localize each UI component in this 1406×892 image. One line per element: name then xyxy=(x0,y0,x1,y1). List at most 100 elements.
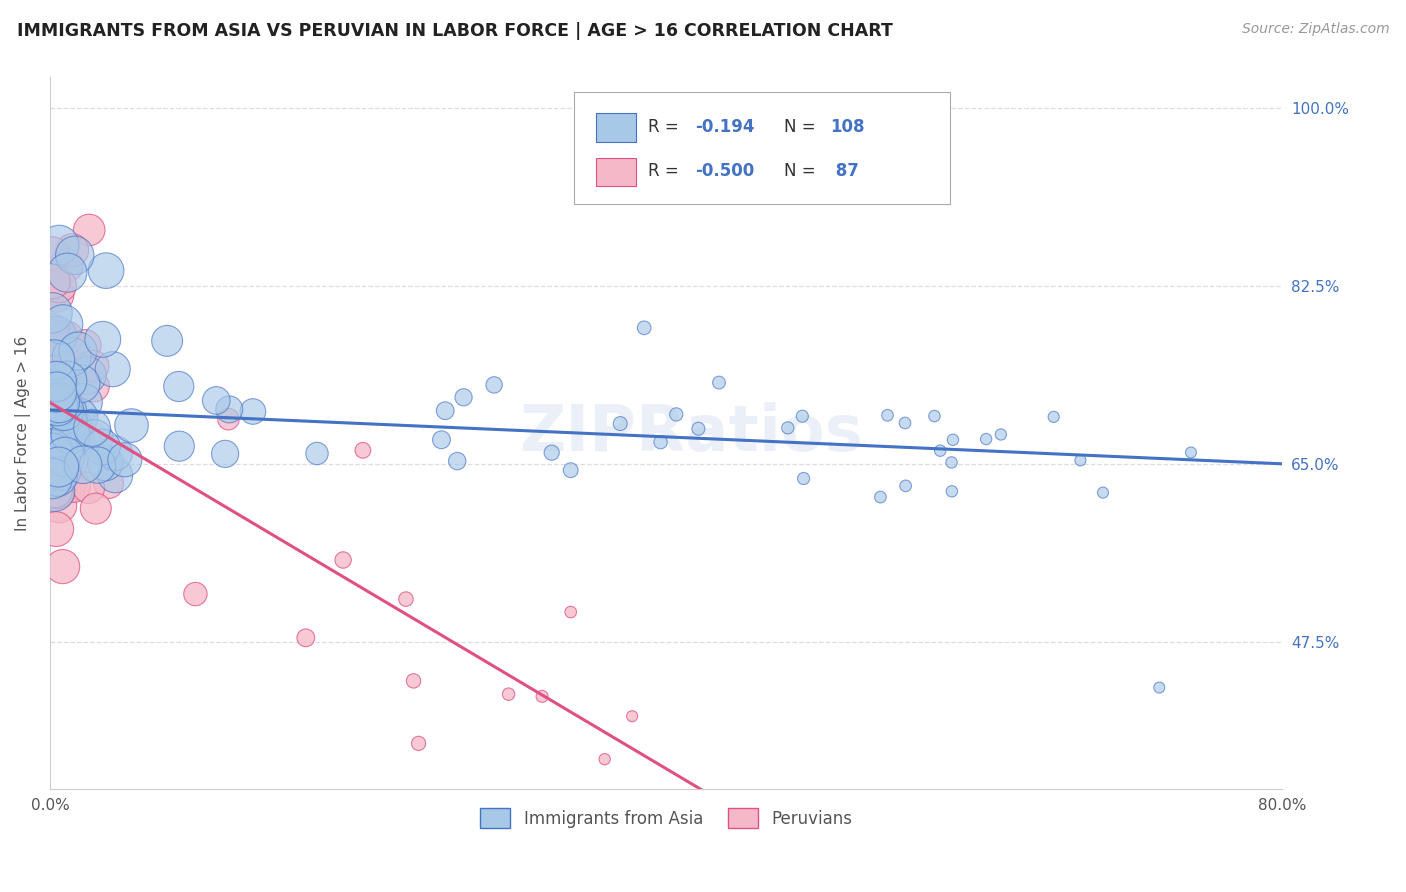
Text: N =: N = xyxy=(783,118,820,136)
Point xyxy=(45,439,67,453)
Point xyxy=(41,467,63,481)
Point xyxy=(97,476,120,491)
Point xyxy=(42,390,65,404)
Point xyxy=(70,376,93,391)
Point xyxy=(59,409,82,423)
Point xyxy=(894,479,917,493)
Point xyxy=(48,499,70,513)
Point xyxy=(688,422,710,436)
Point xyxy=(41,274,63,288)
Point xyxy=(59,427,82,442)
Point xyxy=(41,350,63,364)
Point xyxy=(305,446,328,460)
Point xyxy=(924,409,946,423)
Point xyxy=(42,393,65,408)
Point xyxy=(48,441,70,455)
Point xyxy=(52,389,75,403)
Point xyxy=(990,427,1012,442)
Point xyxy=(48,469,70,483)
Point xyxy=(540,445,562,459)
Point xyxy=(48,396,70,410)
Point xyxy=(1069,453,1091,467)
Point xyxy=(53,404,76,418)
Point xyxy=(56,374,79,388)
Point xyxy=(44,387,66,401)
Point xyxy=(952,850,974,864)
Point xyxy=(48,399,70,413)
Point xyxy=(60,386,83,401)
Legend: Immigrants from Asia, Peruvians: Immigrants from Asia, Peruvians xyxy=(474,802,859,834)
Point xyxy=(94,456,117,470)
Point xyxy=(1149,681,1171,695)
Point xyxy=(41,456,63,470)
Point xyxy=(408,736,430,750)
Point xyxy=(45,375,67,389)
Point xyxy=(52,408,75,422)
Point xyxy=(169,439,191,453)
Point xyxy=(46,352,69,367)
Point xyxy=(42,425,65,440)
Point xyxy=(58,423,80,437)
Point xyxy=(41,471,63,485)
Point xyxy=(60,454,83,468)
Point xyxy=(48,238,70,252)
Point xyxy=(56,435,79,450)
Point xyxy=(869,860,891,874)
Point xyxy=(52,318,75,332)
Point xyxy=(44,351,66,365)
Point xyxy=(63,415,86,429)
Point xyxy=(217,412,239,426)
Point xyxy=(58,478,80,492)
Point xyxy=(41,446,63,460)
Text: -0.194: -0.194 xyxy=(695,118,754,136)
Point xyxy=(776,421,799,435)
Point xyxy=(75,338,97,352)
Point xyxy=(184,587,207,601)
Point xyxy=(48,460,70,475)
Point xyxy=(214,447,236,461)
Point xyxy=(44,406,66,420)
Point xyxy=(56,404,79,418)
Point xyxy=(41,325,63,339)
Point xyxy=(941,455,963,469)
Point xyxy=(42,383,65,397)
Point xyxy=(45,417,67,431)
Text: R =: R = xyxy=(648,118,683,136)
Point xyxy=(80,421,103,435)
Point xyxy=(45,402,67,417)
Point xyxy=(352,443,374,458)
Point xyxy=(41,422,63,436)
Point xyxy=(46,399,69,413)
Point xyxy=(48,278,70,293)
Point xyxy=(1180,445,1202,459)
Point xyxy=(66,344,89,359)
Point xyxy=(434,403,457,417)
Point xyxy=(53,424,76,438)
Point xyxy=(560,605,582,619)
Point xyxy=(41,481,63,495)
Point xyxy=(46,374,69,388)
Point xyxy=(605,825,627,839)
Point xyxy=(44,341,66,355)
Point xyxy=(942,433,965,447)
Point xyxy=(77,223,100,237)
Point xyxy=(51,396,73,410)
Point xyxy=(621,709,644,723)
Point xyxy=(42,385,65,400)
Text: 108: 108 xyxy=(831,118,865,136)
Point xyxy=(44,390,66,404)
Point xyxy=(48,467,70,482)
Point xyxy=(42,284,65,298)
Bar xyxy=(596,113,636,142)
Point xyxy=(46,464,69,478)
Point xyxy=(44,484,66,499)
Point xyxy=(77,481,100,495)
Y-axis label: In Labor Force | Age > 16: In Labor Force | Age > 16 xyxy=(15,335,31,531)
Point xyxy=(51,369,73,384)
Text: IMMIGRANTS FROM ASIA VS PERUVIAN IN LABOR FORCE | AGE > 16 CORRELATION CHART: IMMIGRANTS FROM ASIA VS PERUVIAN IN LABO… xyxy=(17,22,893,40)
Point xyxy=(793,471,815,485)
Point xyxy=(633,321,655,335)
Point xyxy=(56,413,79,427)
Point xyxy=(53,355,76,369)
Point xyxy=(42,427,65,442)
